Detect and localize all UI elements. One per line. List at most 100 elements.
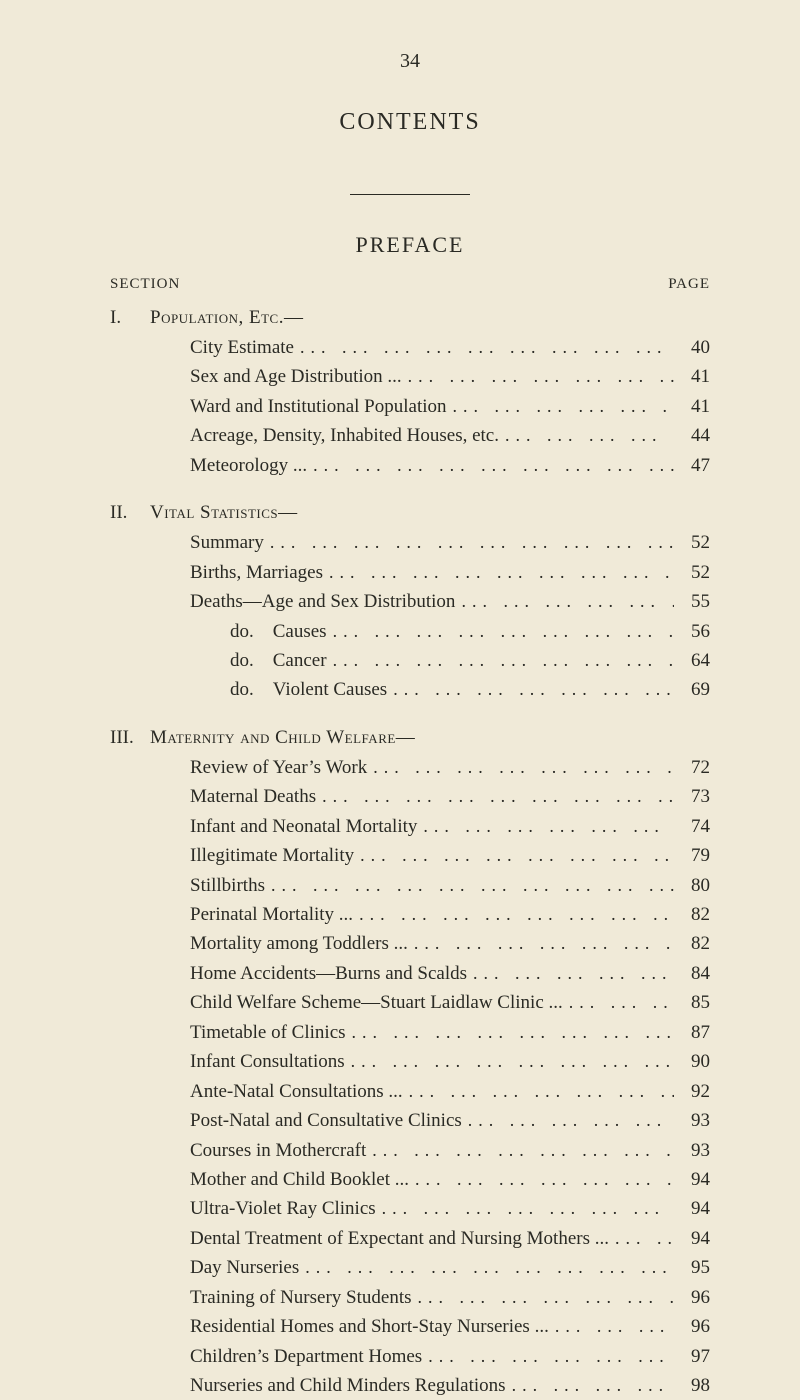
toc-entry-page: 47 bbox=[674, 451, 710, 480]
toc-entry-page: 52 bbox=[674, 558, 710, 587]
toc-entry: Courses in Mothercraft 93 bbox=[190, 1136, 710, 1165]
toc-entry: Residential Homes and Short-Stay Nurseri… bbox=[190, 1312, 710, 1341]
page-header: PAGE bbox=[668, 276, 710, 293]
toc-entry-page: 93 bbox=[674, 1106, 710, 1135]
toc-entry-label: Post-Natal and Consultative Clinics bbox=[190, 1106, 462, 1135]
toc-entry-label: Mother and Child Booklet ... bbox=[190, 1165, 409, 1194]
toc-entry-label: Summary bbox=[190, 528, 264, 557]
dot-leaders bbox=[422, 1343, 674, 1371]
section-name: Maternity and Child Welfare— bbox=[150, 727, 415, 749]
contents-title: CONTENTS bbox=[110, 109, 710, 136]
toc-entry-page: 84 bbox=[674, 959, 710, 988]
toc-entry: Dental Treatment of Expectant and Nursin… bbox=[190, 1224, 710, 1253]
toc-entry: Illegitimate Mortality79 bbox=[190, 841, 710, 870]
dot-leaders bbox=[408, 930, 674, 958]
toc-entry: Mortality among Toddlers ...82 bbox=[190, 929, 710, 958]
toc-entry-page: 40 bbox=[674, 333, 710, 362]
dot-leaders bbox=[367, 754, 674, 782]
toc-entry: Child Welfare Scheme—Stuart Laidlaw Clin… bbox=[190, 988, 710, 1017]
toc-entry-page: 87 bbox=[674, 1018, 710, 1047]
toc-entry-page: 41 bbox=[674, 392, 710, 421]
dot-leaders bbox=[376, 1195, 674, 1223]
toc-entry: do. Violent Causes69 bbox=[230, 675, 710, 704]
toc-entry-label: City Estimate bbox=[190, 333, 294, 362]
dot-leaders bbox=[264, 529, 674, 557]
dot-leaders bbox=[462, 1107, 674, 1135]
dot-leaders bbox=[353, 901, 674, 929]
section-roman: II. bbox=[110, 502, 150, 524]
toc-entry-label: Maternal Deaths bbox=[190, 782, 316, 811]
toc-entry-page: 93 bbox=[674, 1136, 710, 1165]
toc-entry-page: 80 bbox=[674, 871, 710, 900]
dot-leaders bbox=[412, 1284, 675, 1312]
dot-leaders bbox=[506, 1372, 674, 1400]
toc-entry-label: Residential Homes and Short-Stay Nurseri… bbox=[190, 1312, 549, 1341]
dot-leaders bbox=[409, 1166, 674, 1194]
toc-body: I.Population, Etc.— City Estimate 40 Sex an… bbox=[110, 307, 710, 1400]
preface-heading: PREFACE bbox=[110, 232, 710, 258]
toc-entry-page: 92 bbox=[674, 1077, 710, 1106]
dot-leaders bbox=[403, 1078, 674, 1106]
toc-entry-label: Mortality among Toddlers ... bbox=[190, 929, 408, 958]
toc-entry: Deaths—Age and Sex Distribution55 bbox=[190, 587, 710, 616]
toc-entry: Ultra-Violet Ray Clinics94 bbox=[190, 1194, 710, 1223]
toc-entry: Timetable of Clinics87 bbox=[190, 1018, 710, 1047]
toc-entry-label: Review of Year’s Work bbox=[190, 753, 367, 782]
toc-entry-page: 98 bbox=[674, 1371, 710, 1400]
dot-leaders bbox=[387, 676, 674, 704]
toc-entry: Infant Consultations90 bbox=[190, 1047, 710, 1076]
toc-entry: Children’s Department Homes 97 bbox=[190, 1342, 710, 1371]
toc-entry: Training of Nursery Students96 bbox=[190, 1283, 710, 1312]
page: 34 CONTENTS PREFACE SECTION PAGE I.Popul… bbox=[0, 0, 800, 1387]
toc-entry-page: 41 bbox=[674, 362, 710, 391]
dot-leaders bbox=[467, 960, 674, 988]
dot-leaders bbox=[316, 783, 674, 811]
toc-entry-label: do. Cancer bbox=[230, 646, 327, 675]
toc-entry: Ward and Institutional Population41 bbox=[190, 392, 710, 421]
toc-entry: Maternal Deaths73 bbox=[190, 782, 710, 811]
dot-leaders bbox=[346, 1019, 674, 1047]
dot-leaders bbox=[307, 452, 674, 480]
toc-entry-label: Courses in Mothercraft bbox=[190, 1136, 366, 1165]
toc-entry: Acreage, Density, Inhabited Houses, etc.… bbox=[190, 421, 710, 450]
toc-entry: Summary 52 bbox=[190, 528, 710, 557]
toc-entry: Mother and Child Booklet ...94 bbox=[190, 1165, 710, 1194]
dot-leaders bbox=[327, 647, 674, 675]
toc-entry-page: 44 bbox=[674, 421, 710, 450]
toc-entry-page: 96 bbox=[674, 1283, 710, 1312]
dot-leaders bbox=[323, 559, 674, 587]
dot-leaders bbox=[366, 1137, 674, 1165]
toc-entry-page: 55 bbox=[674, 587, 710, 616]
toc-entry-label: Dental Treatment of Expectant and Nursin… bbox=[190, 1224, 609, 1253]
toc-entry-page: 96 bbox=[674, 1312, 710, 1341]
dot-leaders bbox=[499, 422, 674, 450]
column-headers: SECTION PAGE bbox=[110, 276, 710, 293]
toc-entry-page: 97 bbox=[674, 1342, 710, 1371]
toc-entry: Ante-Natal Consultations ... 92 bbox=[190, 1077, 710, 1106]
dot-leaders bbox=[417, 813, 674, 841]
dot-leaders bbox=[402, 363, 674, 391]
toc-entry-page: 94 bbox=[674, 1224, 710, 1253]
toc-entry: Review of Year’s Work72 bbox=[190, 753, 710, 782]
toc-section-heading: III.Maternity and Child Welfare— bbox=[110, 727, 710, 749]
toc-entry: Home Accidents—Burns and Scalds84 bbox=[190, 959, 710, 988]
toc-entry-page: 95 bbox=[674, 1253, 710, 1282]
toc-entry-page: 56 bbox=[674, 617, 710, 646]
toc-section-heading: II.Vital Statistics— bbox=[110, 502, 710, 524]
toc-entry: Stillbirths80 bbox=[190, 871, 710, 900]
toc-entry-label: Child Welfare Scheme—Stuart Laidlaw Clin… bbox=[190, 988, 563, 1017]
toc-entry-label: Ante-Natal Consultations ... bbox=[190, 1077, 403, 1106]
toc-entry-label: Infant and Neonatal Mortality bbox=[190, 812, 417, 841]
toc-entry: Nurseries and Child Minders Regulations9… bbox=[190, 1371, 710, 1400]
toc-entry-page: 94 bbox=[674, 1194, 710, 1223]
dot-leaders bbox=[609, 1225, 674, 1253]
toc-entry-page: 79 bbox=[674, 841, 710, 870]
toc-entry-label: Sex and Age Distribution ... bbox=[190, 362, 402, 391]
section-name: Vital Statistics— bbox=[150, 502, 298, 524]
toc-section-heading: I.Population, Etc.— bbox=[110, 307, 710, 329]
horizontal-rule bbox=[350, 194, 470, 195]
toc-entry-page: 74 bbox=[674, 812, 710, 841]
toc-entry-label: Children’s Department Homes bbox=[190, 1342, 422, 1371]
toc-entry-page: 52 bbox=[674, 528, 710, 557]
toc-entry-page: 82 bbox=[674, 900, 710, 929]
